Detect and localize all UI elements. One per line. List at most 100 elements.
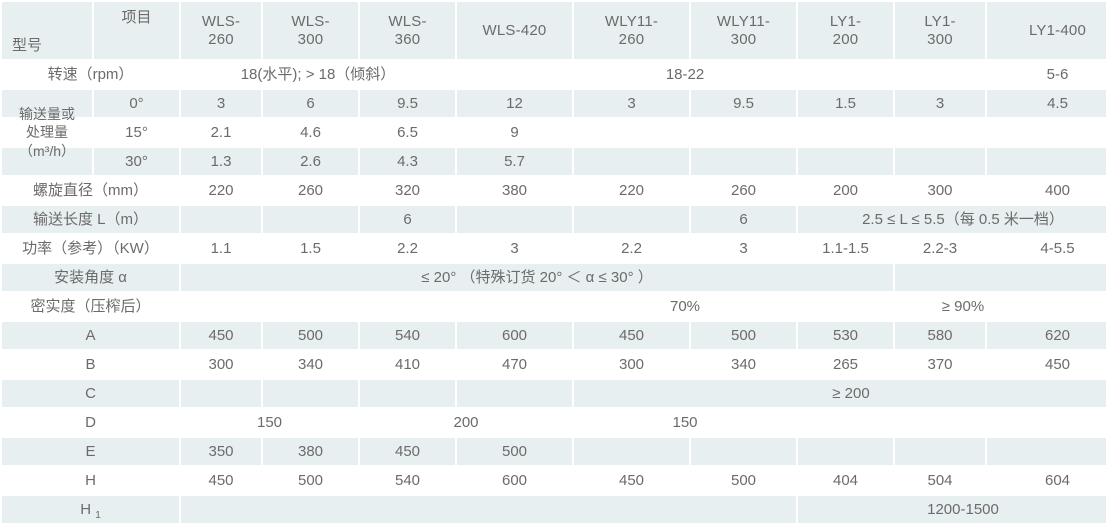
- table-cell: 18(水平); > 18（倾斜）: [181, 61, 455, 88]
- table-cell: 500: [263, 467, 358, 494]
- table-cell: 1.1: [181, 235, 261, 262]
- table-cell: 螺旋直径（mm）: [2, 177, 179, 204]
- table-cell: D: [2, 409, 179, 436]
- table-cell: 260: [691, 177, 796, 204]
- row-rotation-speed: 转速（rpm） 18(水平); > 18（倾斜） 18-22 5-6: [2, 61, 1106, 88]
- table-cell: 150: [181, 409, 358, 436]
- table-cell: 9.5: [691, 90, 796, 117]
- table-cell: 450: [360, 438, 455, 465]
- row-dim-b: B 300 340 410 470 300 340 265 370 450: [2, 351, 1106, 378]
- table-cell: 300: [181, 351, 261, 378]
- table-cell-empty: [798, 148, 893, 175]
- table-cell: 15°: [94, 119, 179, 146]
- table-cell: 600: [457, 467, 572, 494]
- table-cell: 1.5: [798, 90, 893, 117]
- table-cell: WLS- 260: [181, 2, 261, 59]
- table-cell-empty: [181, 206, 261, 233]
- table-cell: 6: [360, 206, 455, 233]
- table-cell: 150: [574, 409, 796, 436]
- table-cell: 450: [574, 467, 689, 494]
- table-cell: 项目: [94, 2, 179, 59]
- table-cell: LY1- 200: [798, 2, 893, 59]
- row-dim-a: A 450 500 540 600 450 500 530 580 620: [2, 322, 1106, 349]
- table-cell: WLY11- 260: [574, 2, 689, 59]
- table-cell: 3: [574, 90, 689, 117]
- table-cell: 6: [691, 206, 796, 233]
- table-cell: 3: [457, 235, 572, 262]
- table-cell: 9.5: [360, 90, 455, 117]
- table-cell-empty: [263, 380, 358, 407]
- table-cell: 9: [457, 119, 572, 146]
- table-cell-empty: [987, 148, 1106, 175]
- table-cell: 380: [263, 438, 358, 465]
- table-cell-empty: [691, 148, 796, 175]
- table-cell: 5-6: [987, 61, 1106, 88]
- table-cell: 604: [987, 467, 1106, 494]
- table-cell: 70%: [574, 293, 796, 320]
- table-cell-empty: [574, 119, 689, 146]
- table-cell: C: [2, 380, 179, 407]
- table-cell: 200: [360, 409, 572, 436]
- table-cell: ≤ 20° （特殊订货 20° ＜ α ≤ 30° ）: [181, 264, 893, 291]
- table-cell: LY1- 300: [895, 2, 985, 59]
- table-cell-empty: [181, 293, 572, 320]
- subscript: 1: [95, 509, 101, 521]
- table-cell: 6.5: [360, 119, 455, 146]
- row-compactness: 密实度（压榨后） 70% ≥ 90%: [2, 293, 1106, 320]
- table-cell-empty: [895, 264, 1106, 291]
- table-cell: H: [2, 467, 179, 494]
- table-cell-empty: [895, 119, 985, 146]
- table-cell: 500: [691, 467, 796, 494]
- table-cell: 安装角度 α: [2, 264, 179, 291]
- table-cell-empty: [181, 496, 796, 523]
- table-cell: WLS-420: [457, 2, 572, 59]
- table-cell: 功率（参考）（KW）: [2, 235, 179, 262]
- table-cell-empty: [895, 61, 985, 88]
- table-cell: 220: [574, 177, 689, 204]
- table-cell: 300: [574, 351, 689, 378]
- table-cell: 密实度（压榨后）: [2, 293, 179, 320]
- table-cell: 2.6: [263, 148, 358, 175]
- table-cell: WLY11- 300: [691, 2, 796, 59]
- table-cell: 1200-1500: [798, 496, 1106, 523]
- row-header: 型号 项目 WLS- 260 WLS- 300 WLS- 360 WLS-420 WLY11…: [2, 2, 1106, 59]
- table-cell: 1.3: [181, 148, 261, 175]
- table-cell-empty: [181, 380, 261, 407]
- table-cell: 350: [181, 438, 261, 465]
- table-cell-empty: [895, 148, 985, 175]
- table-cell: 4-5.5: [987, 235, 1106, 262]
- table-cell: A: [2, 322, 179, 349]
- table-cell: 输送量或 处理量 （m³/h）: [2, 90, 92, 175]
- table-cell: 320: [360, 177, 455, 204]
- table-cell: 450: [181, 467, 261, 494]
- table-cell-empty: [798, 409, 1106, 436]
- table-cell: 1.1-1.5: [798, 235, 893, 262]
- table-cell: ≥ 200: [574, 380, 1106, 407]
- table-cell: 3: [691, 235, 796, 262]
- table-cell: 450: [181, 322, 261, 349]
- table-cell: B: [2, 351, 179, 378]
- table-cell: 450: [987, 351, 1106, 378]
- table-cell-empty: [263, 206, 358, 233]
- table-cell: 470: [457, 351, 572, 378]
- table-cell: 404: [798, 467, 893, 494]
- table-cell: 12: [457, 90, 572, 117]
- table-cell: LY1-400: [987, 2, 1106, 59]
- table-cell: H 1: [2, 496, 179, 523]
- table-cell-empty: [987, 438, 1106, 465]
- table-cell: 2.2: [360, 235, 455, 262]
- table-cell: 4.6: [263, 119, 358, 146]
- table-cell-empty: [457, 61, 572, 88]
- table-cell: 型号: [2, 2, 92, 59]
- table-cell: 200: [798, 177, 893, 204]
- row-conveying-length: 输送长度 L（m） 6 6 2.5 ≤ L ≤ 5.5（每 0.5 米一档）: [2, 206, 1106, 233]
- table-cell: 转速（rpm）: [2, 61, 179, 88]
- table-cell: 500: [263, 322, 358, 349]
- table-cell: 3: [895, 90, 985, 117]
- table-cell: 540: [360, 467, 455, 494]
- row-dim-e: E 350 380 450 500: [2, 438, 1106, 465]
- table-cell: 2.1: [181, 119, 261, 146]
- table-cell: 4.5: [987, 90, 1106, 117]
- row-screw-diameter: 螺旋直径（mm） 220 260 320 380 220 260 200 300 400: [2, 177, 1106, 204]
